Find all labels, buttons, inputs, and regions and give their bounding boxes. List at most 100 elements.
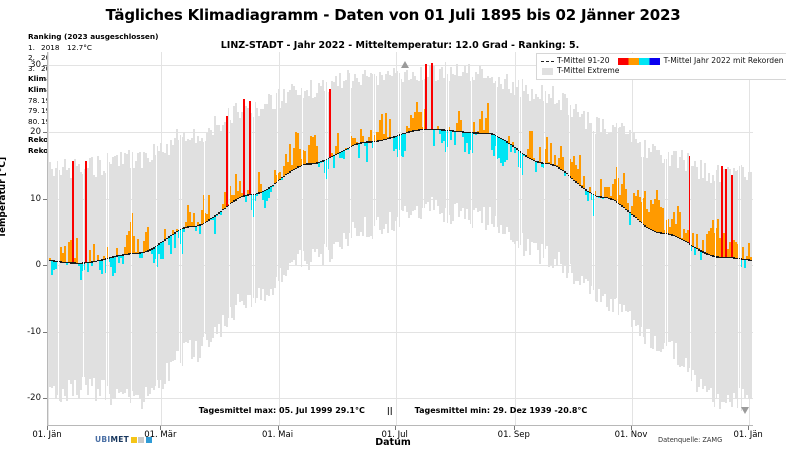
daily-deviation-bar	[137, 238, 140, 254]
climate-mean-line-segment	[181, 228, 184, 230]
daily-deviation-bar	[454, 131, 457, 145]
extreme-range-bar	[625, 133, 628, 311]
climate-mean-line-segment	[237, 198, 240, 200]
daily-deviation-bar	[171, 229, 174, 235]
data-source-label: Datenquelle: ZAMG	[658, 436, 723, 444]
extreme-range-bar	[604, 128, 606, 295]
extreme-range-bar	[283, 89, 286, 276]
extreme-range-bar	[542, 100, 545, 258]
extreme-range-bar	[631, 141, 633, 327]
climate-mean-line-segment	[661, 232, 664, 234]
climate-mean-line-segment	[387, 138, 389, 140]
extreme-range-bar	[235, 102, 238, 306]
climate-mean-line-segment	[498, 136, 501, 138]
daily-deviation-bar	[707, 231, 710, 255]
daily-deviation-bar	[531, 131, 533, 160]
daily-deviation-bar	[546, 137, 549, 164]
climate-mean-line-segment	[60, 261, 63, 263]
extreme-range-bar	[561, 93, 564, 274]
x-axis-tick-mark	[277, 426, 279, 430]
extreme-range-bar	[531, 89, 533, 242]
extreme-range-bar	[698, 179, 701, 388]
extreme-range-bar	[705, 180, 708, 392]
daily-deviation-bar	[100, 259, 103, 275]
extreme-range-bar	[298, 95, 301, 251]
climate-mean-line-segment	[461, 131, 464, 133]
extreme-range-bar	[75, 165, 78, 395]
extreme-range-bar	[70, 177, 72, 385]
extreme-range-bar	[711, 174, 714, 402]
daily-deviation-bar	[542, 163, 545, 169]
extreme-range-bar	[638, 142, 641, 336]
daily-deviation-bar	[602, 197, 604, 200]
daily-deviation-bar	[558, 158, 560, 168]
daily-deviation-bar	[365, 141, 368, 163]
daily-deviation-bar	[173, 232, 176, 249]
extreme-range-bar	[150, 160, 153, 388]
climate-mean-line-segment	[52, 260, 55, 262]
climate-mean-line-segment	[66, 261, 69, 264]
extreme-range-bar	[242, 101, 245, 306]
climate-mean-line-segment	[523, 153, 526, 156]
daily-deviation-bar	[250, 194, 253, 210]
climate-mean-line-segment	[627, 210, 629, 212]
climate-mean-line-segment	[552, 164, 555, 166]
extreme-range-bar	[446, 74, 449, 223]
climate-mean-line-segment	[108, 257, 111, 259]
extreme-range-bar	[375, 75, 378, 220]
daily-deviation-bar	[252, 194, 255, 218]
daily-deviation-bar	[331, 153, 334, 157]
daily-deviation-bar	[387, 136, 389, 139]
extreme-range-bar	[746, 180, 749, 395]
color-gradient-swatch-icon	[617, 57, 660, 65]
climate-mean-line-segment	[225, 206, 228, 208]
extreme-range-bar	[273, 109, 276, 288]
gray-swatch-icon	[542, 67, 553, 75]
extreme-range-bar	[48, 161, 51, 388]
climate-mean-line-segment	[331, 155, 334, 158]
extreme-range-bar	[179, 134, 182, 363]
extreme-range-bar	[104, 172, 107, 400]
extreme-range-bar	[248, 102, 251, 296]
daily-deviation-bar	[221, 203, 224, 210]
climate-mean-line-segment	[508, 142, 510, 144]
extreme-range-bar	[556, 102, 558, 267]
climate-mean-line-segment	[609, 198, 612, 200]
extreme-range-bar	[183, 132, 186, 344]
daily-deviation-bar	[308, 145, 311, 164]
daily-deviation-bar	[118, 255, 120, 263]
daily-deviation-bar	[496, 136, 499, 160]
climate-mean-line-segment	[746, 259, 749, 261]
daily-deviation-bar	[248, 100, 251, 195]
climate-mean-line-segment	[410, 130, 412, 133]
extreme-range-bar	[98, 159, 101, 396]
extreme-range-bar	[494, 81, 497, 216]
extreme-range-bar	[54, 167, 57, 400]
extreme-range-bar	[663, 159, 666, 344]
extreme-range-bar	[456, 63, 459, 203]
daily-deviation-bar	[256, 193, 259, 196]
extreme-range-bar	[83, 169, 86, 378]
daily-deviation-bar	[354, 138, 357, 145]
climate-mean-line-segment	[256, 193, 259, 195]
record-max-marker-icon	[401, 61, 410, 69]
extreme-range-bar	[348, 73, 351, 234]
daily-deviation-bar	[406, 125, 409, 133]
daily-deviation-bar	[287, 161, 289, 174]
climate-mean-line-segment	[638, 220, 641, 222]
daily-deviation-bar	[554, 154, 556, 166]
climate-mean-line-segment	[139, 252, 142, 254]
extreme-range-bar	[748, 172, 750, 400]
climate-mean-line-segment	[367, 141, 370, 143]
daily-deviation-bar	[319, 161, 322, 164]
daily-deviation-bar	[682, 229, 685, 241]
extreme-range-bar	[546, 102, 549, 246]
climate-mean-line-segment	[127, 253, 130, 255]
climate-mean-line-segment	[219, 210, 222, 212]
daily-deviation-bar	[619, 194, 622, 205]
extreme-range-bar	[302, 98, 305, 252]
climate-mean-line-segment	[221, 209, 224, 211]
climate-mean-line-segment	[114, 255, 117, 258]
climate-mean-line-segment	[116, 255, 118, 257]
extreme-range-bar	[659, 155, 662, 352]
